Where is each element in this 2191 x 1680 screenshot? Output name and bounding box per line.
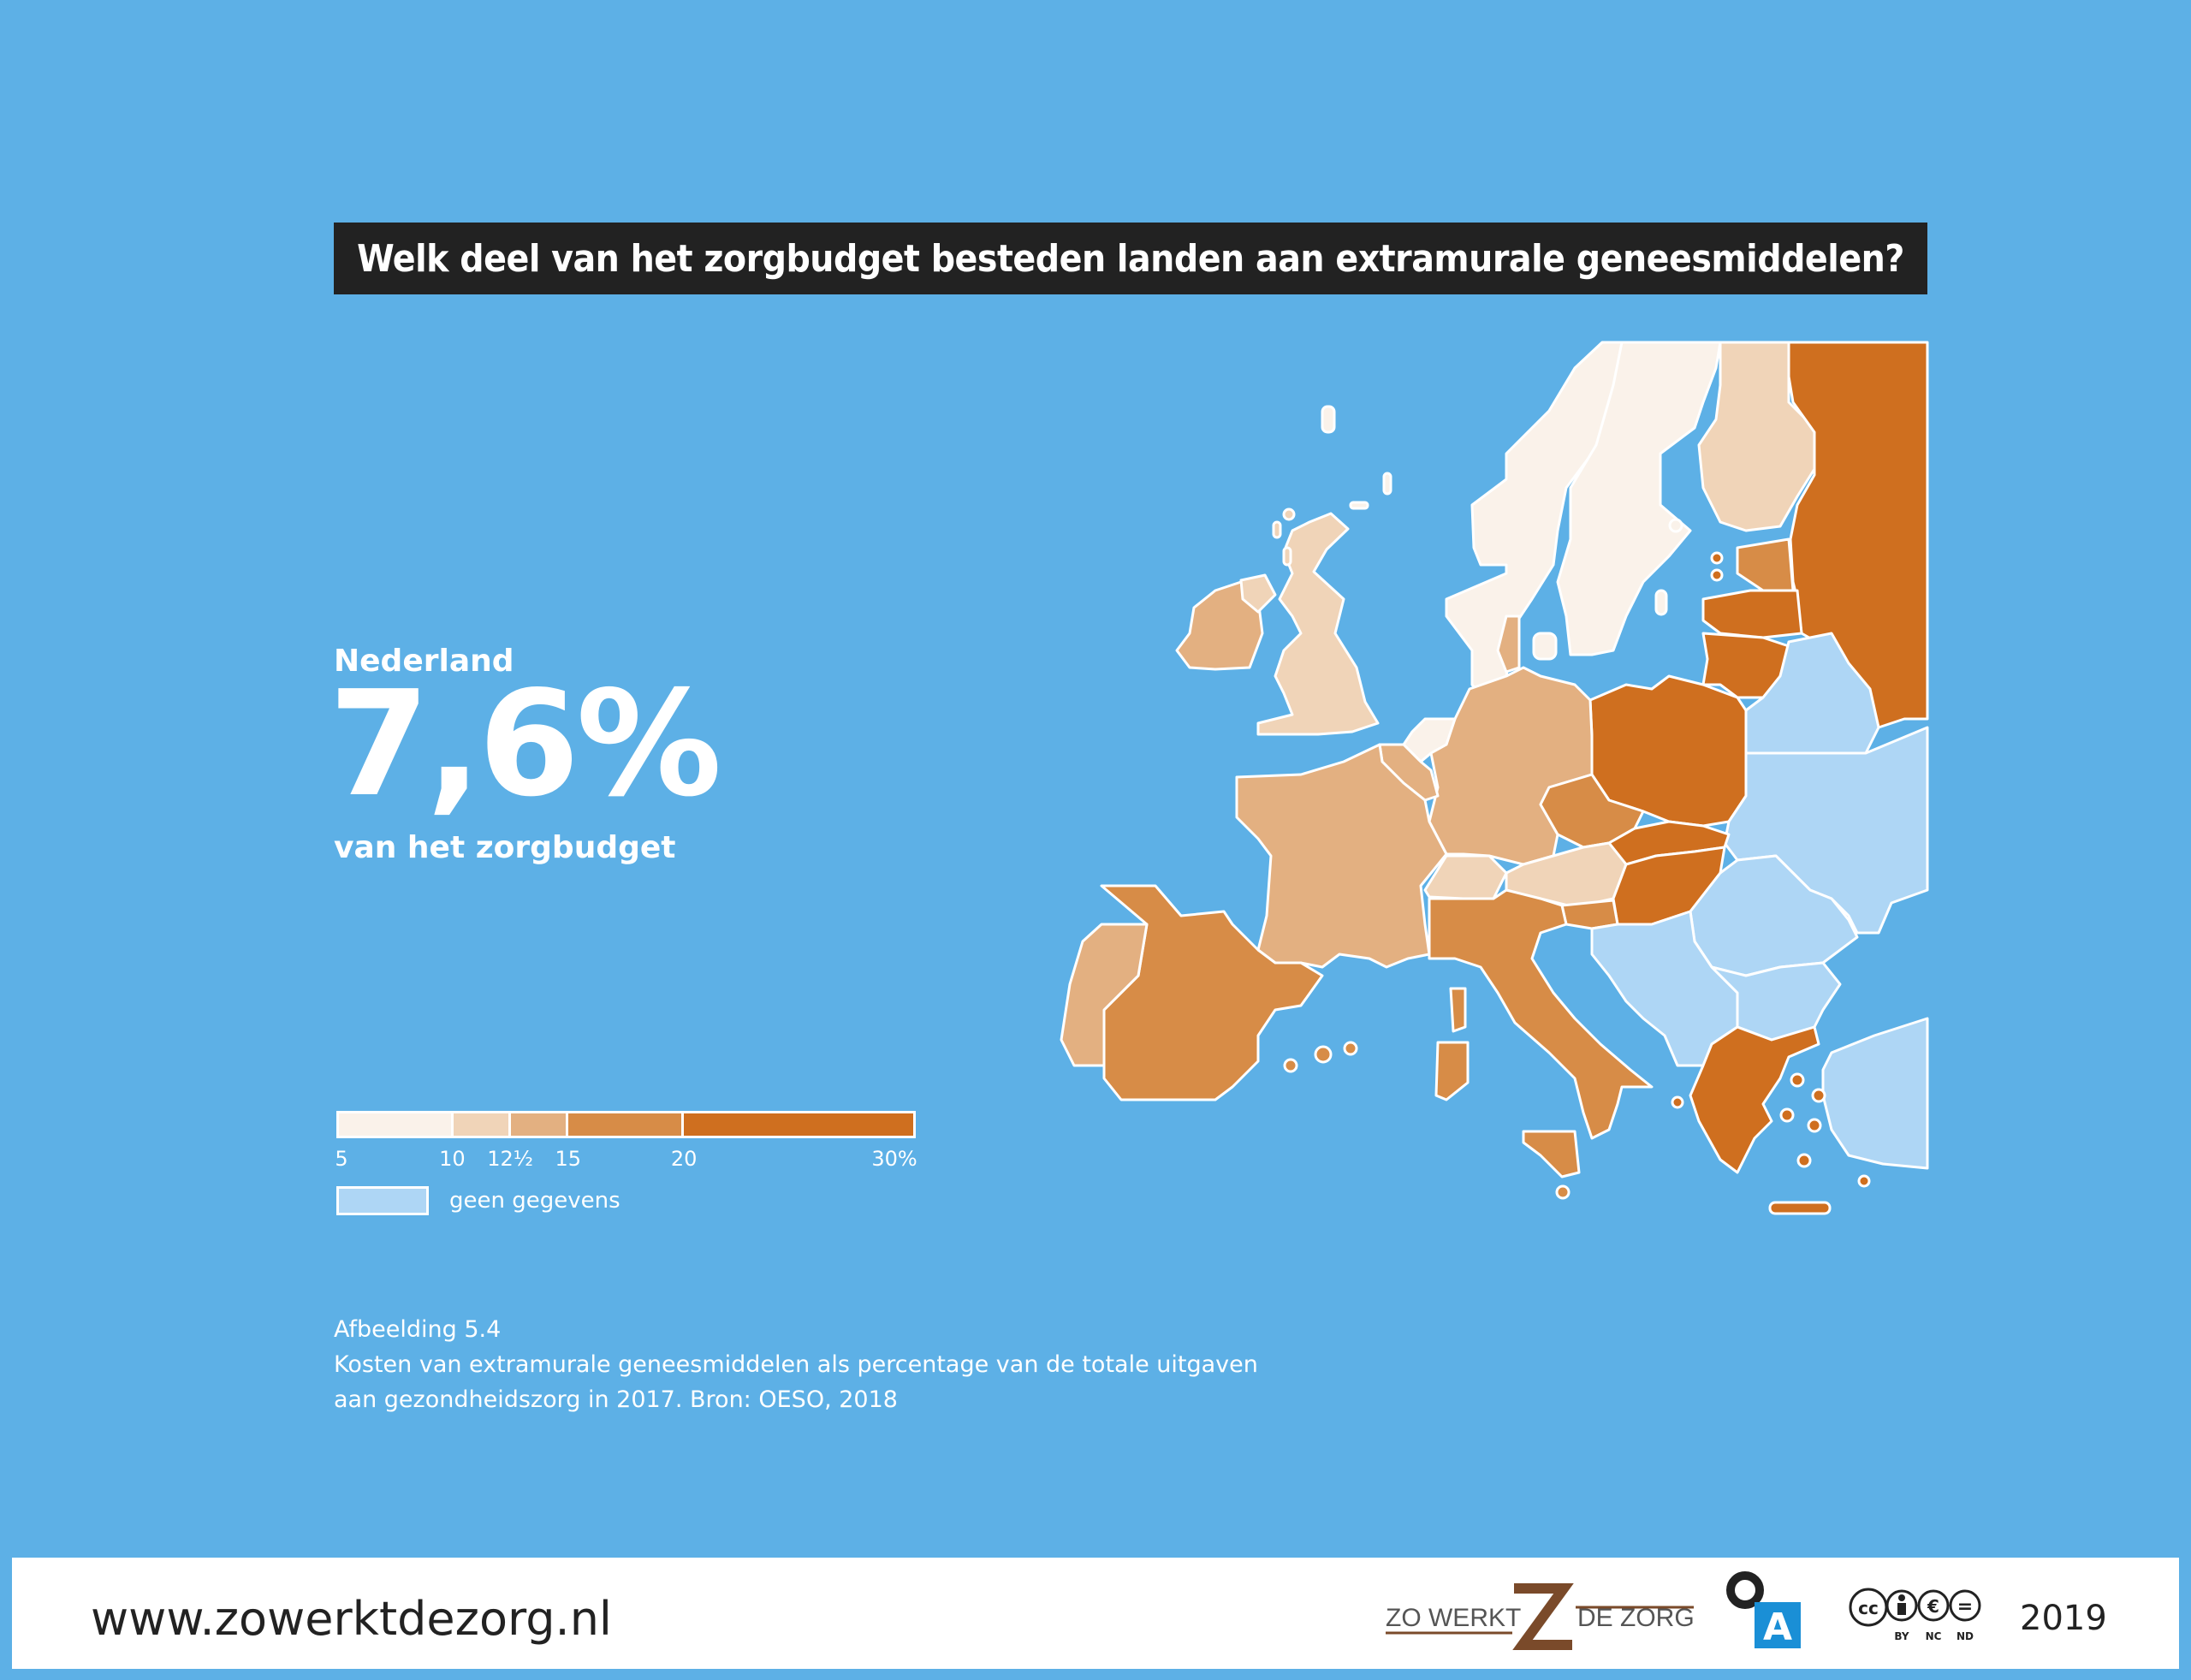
cc-mark-nd: ND — [1956, 1630, 1974, 1642]
svg-text:€: € — [1927, 1596, 1939, 1617]
legend-no-data-swatch — [336, 1186, 429, 1215]
island-7 — [1710, 568, 1724, 582]
country-germany — [1428, 666, 1594, 866]
island-aegean-1 — [1790, 1072, 1805, 1088]
country-france — [1235, 743, 1448, 969]
svg-text:=: = — [1957, 1596, 1973, 1618]
footer-url[interactable]: www.zowerktdezorg.nl — [91, 1592, 612, 1646]
legend-no-data-label: geen gegevens — [449, 1188, 620, 1214]
legend-tick-label: 30% — [871, 1147, 917, 1171]
region-northern-ireland — [1239, 573, 1277, 614]
island-aegean-4 — [1807, 1118, 1822, 1133]
island-2 — [1282, 508, 1296, 521]
publisher-letter: A — [1763, 1606, 1792, 1649]
legend-tick-label: 5 — [335, 1147, 348, 1171]
europe-map — [1060, 341, 1929, 1215]
island-6 — [1710, 551, 1724, 565]
legend-tick-label: 15 — [555, 1147, 582, 1171]
legend-segment — [454, 1113, 512, 1136]
country-estonia — [1736, 537, 1795, 592]
island-aegean-2 — [1811, 1088, 1826, 1103]
country-italy — [1428, 888, 1654, 1140]
highlight-value: 7,6% — [329, 660, 721, 829]
zo-werkt-de-zorg-logo: ZO WERKT DE ZORG — [1386, 1583, 1694, 1650]
island-crete — [1555, 1184, 1571, 1200]
publisher-logo: A — [1726, 1571, 1801, 1649]
country-ukraine — [1723, 726, 1929, 935]
legend-tick-label: 10 — [439, 1147, 466, 1171]
legend-segment — [339, 1113, 454, 1136]
country-slovenia — [1560, 899, 1619, 930]
legend-segment — [683, 1113, 913, 1136]
island-sardinia — [1434, 1041, 1470, 1101]
island-balearic-2 — [1314, 1045, 1333, 1064]
country-finland — [1697, 341, 1820, 532]
island-sicily — [1522, 1130, 1581, 1178]
country-switzerland — [1423, 854, 1508, 900]
country-sweden — [1556, 341, 1722, 656]
caption-line-1: Kosten van extramurale geneesmiddelen al… — [334, 1351, 1258, 1378]
country-turkey — [1821, 1017, 1929, 1170]
caption-line-2: aan gezondheidszorg in 2017. Bron: OESO,… — [334, 1386, 898, 1413]
island-1 — [1349, 501, 1369, 510]
island-ionian — [1671, 1095, 1684, 1109]
legend-segment — [568, 1113, 684, 1136]
cc-mark-by: BY — [1894, 1630, 1909, 1642]
island-danish — [1532, 632, 1558, 661]
island-gotland — [1654, 589, 1668, 616]
island-4 — [1282, 546, 1292, 567]
country-greece — [1689, 1025, 1820, 1174]
legend-tick-label: 12½ — [487, 1147, 533, 1171]
figure-caption: Afbeelding 5.4 Kosten van extramurale ge… — [334, 1312, 1258, 1417]
legend-segment — [511, 1113, 569, 1136]
cc-license-icon: cc € = BY NC ND — [1849, 1588, 1981, 1642]
page-title: Welk deel van het zorgbudget besteden la… — [334, 223, 1927, 294]
island-balearic-3 — [1343, 1041, 1358, 1056]
island-3 — [1272, 520, 1282, 539]
island-balearic-1 — [1283, 1058, 1298, 1073]
footer-year: 2019 — [2020, 1599, 2107, 1638]
caption-label: Afbeelding 5.4 — [334, 1316, 502, 1343]
highlight-subtitle: van het zorgbudget — [334, 830, 676, 865]
island-corsica — [1449, 987, 1467, 1033]
island-aegean-3 — [1779, 1107, 1795, 1123]
logo-left-text: ZO WERKT — [1386, 1604, 1521, 1632]
highlight-country: Nederland — [334, 644, 514, 679]
island-shetland — [1382, 472, 1392, 496]
country-denmark — [1496, 614, 1521, 674]
country-norway — [1445, 341, 1624, 712]
legend-tick-label: 20 — [670, 1147, 698, 1171]
country-uk — [1256, 512, 1380, 736]
legend-color-scale — [336, 1111, 916, 1138]
country-portugal — [1060, 923, 1149, 1067]
country-ireland — [1175, 580, 1264, 671]
island-crete-long — [1768, 1201, 1832, 1215]
island-aegean-5 — [1796, 1153, 1812, 1168]
island-5 — [1668, 518, 1683, 533]
country-bulgaria — [1710, 961, 1842, 1042]
svg-text:cc: cc — [1858, 1598, 1879, 1618]
cc-mark-nc: NC — [1926, 1630, 1942, 1642]
country-lithuania — [1701, 632, 1790, 699]
island-faroe — [1321, 405, 1336, 434]
footer-bar: www.zowerktdezorg.nl ZO WERKT DE ZORG A … — [12, 1558, 2179, 1669]
island-aegean-6 — [1857, 1174, 1871, 1188]
country-latvia — [1701, 589, 1803, 639]
title-text: Welk deel van het zorgbudget besteden la… — [357, 236, 1904, 281]
